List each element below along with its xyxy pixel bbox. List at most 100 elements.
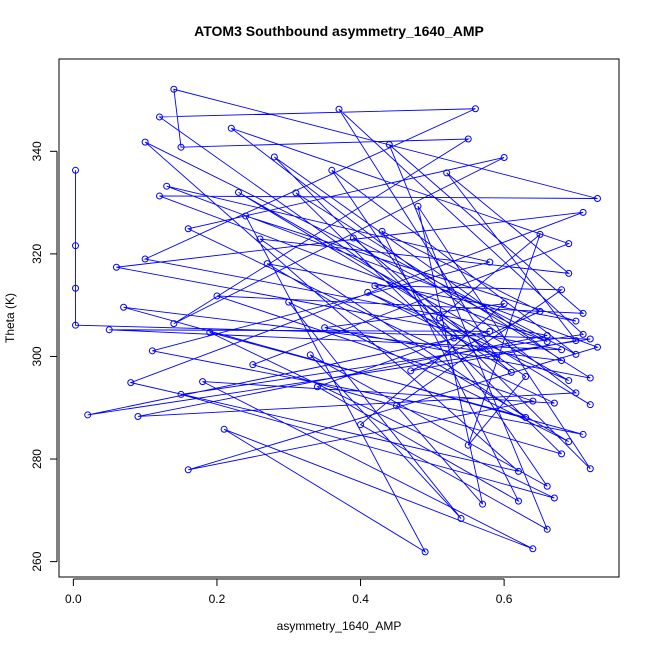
data-point bbox=[163, 182, 171, 190]
data-point bbox=[565, 377, 573, 385]
data-point bbox=[285, 298, 293, 306]
data-point bbox=[536, 307, 544, 315]
data-point bbox=[586, 401, 594, 409]
data-point bbox=[586, 465, 594, 473]
data-point bbox=[199, 378, 207, 386]
y-axis: 260 280 300 320 340 bbox=[30, 141, 58, 572]
data-point bbox=[565, 269, 573, 277]
data-point bbox=[127, 379, 135, 387]
plot-area bbox=[72, 85, 601, 556]
data-point bbox=[364, 288, 372, 296]
data-point bbox=[572, 389, 580, 397]
data-point bbox=[335, 105, 343, 113]
y-tick-label: 340 bbox=[30, 141, 44, 161]
data-point bbox=[385, 141, 393, 149]
data-point bbox=[227, 124, 235, 132]
y-tick-label: 300 bbox=[30, 346, 44, 366]
data-point bbox=[72, 242, 80, 250]
data-point bbox=[572, 317, 580, 325]
data-point bbox=[206, 328, 214, 336]
data-point bbox=[550, 494, 558, 502]
data-point bbox=[134, 412, 142, 420]
data-point bbox=[514, 497, 522, 505]
data-point bbox=[321, 324, 329, 332]
data-point bbox=[593, 195, 601, 202]
data-point bbox=[558, 450, 566, 458]
data-point bbox=[148, 347, 156, 355]
plot-frame bbox=[58, 58, 620, 578]
data-point bbox=[450, 334, 458, 342]
data-point bbox=[558, 286, 566, 294]
x-tick-label: 0.4 bbox=[352, 592, 369, 606]
data-point bbox=[313, 383, 321, 391]
data-point bbox=[392, 402, 400, 410]
data-point bbox=[500, 300, 508, 308]
data-point bbox=[112, 263, 120, 271]
x-axis-label: asymmetry_1640_AMP bbox=[277, 619, 402, 633]
data-point bbox=[263, 260, 271, 268]
data-point bbox=[507, 368, 515, 376]
data-point bbox=[579, 430, 587, 438]
data-point bbox=[421, 548, 429, 556]
x-axis: 0.0 0.2 0.4 0.6 bbox=[65, 578, 513, 606]
y-tick-label: 320 bbox=[30, 244, 44, 264]
data-point bbox=[493, 353, 501, 361]
x-tick-label: 0.2 bbox=[209, 592, 226, 606]
data-point bbox=[177, 390, 185, 398]
data-point bbox=[242, 212, 250, 220]
data-point bbox=[234, 188, 242, 196]
data-point bbox=[256, 235, 264, 243]
data-point bbox=[457, 515, 465, 523]
data-point bbox=[529, 397, 537, 405]
data-point bbox=[529, 545, 537, 553]
data-point bbox=[357, 421, 365, 429]
data-point bbox=[120, 303, 128, 311]
data-point bbox=[550, 399, 558, 407]
data-point bbox=[292, 189, 300, 197]
data-point bbox=[249, 361, 257, 369]
data-point bbox=[156, 192, 164, 200]
data-point bbox=[270, 153, 278, 161]
data-point bbox=[371, 282, 379, 290]
y-tick-label: 280 bbox=[30, 449, 44, 469]
data-point bbox=[349, 234, 357, 242]
data-point bbox=[72, 166, 80, 174]
data-point bbox=[220, 425, 228, 433]
data-point bbox=[184, 225, 192, 233]
data-point bbox=[486, 327, 494, 335]
data-point bbox=[464, 135, 472, 143]
data-point bbox=[306, 351, 314, 359]
data-point bbox=[579, 309, 587, 317]
data-point bbox=[579, 208, 587, 216]
x-tick-label: 0.0 bbox=[65, 592, 82, 606]
data-point bbox=[156, 113, 164, 121]
data-point bbox=[471, 105, 479, 113]
data-point bbox=[184, 466, 192, 474]
data-point bbox=[84, 411, 92, 419]
data-point bbox=[464, 441, 472, 449]
x-tick-label: 0.6 bbox=[496, 592, 513, 606]
data-point bbox=[586, 335, 594, 343]
data-point bbox=[558, 346, 566, 354]
data-point bbox=[443, 169, 451, 177]
y-tick-label: 260 bbox=[30, 551, 44, 571]
data-point bbox=[378, 227, 386, 235]
data-point bbox=[407, 367, 415, 375]
data-point bbox=[593, 343, 601, 351]
data-point bbox=[479, 500, 487, 508]
chart-title: ATOM3 Southbound asymmetry_1640_AMP bbox=[194, 23, 484, 39]
data-point bbox=[543, 525, 551, 533]
data-point bbox=[328, 166, 336, 174]
data-point bbox=[213, 292, 221, 300]
data-point bbox=[543, 482, 551, 490]
data-point bbox=[170, 320, 178, 328]
data-point bbox=[72, 321, 80, 329]
y-axis-label: Theta (K) bbox=[3, 293, 17, 343]
data-point bbox=[170, 85, 178, 93]
data-point bbox=[565, 240, 573, 248]
data-point bbox=[105, 326, 113, 334]
data-point bbox=[141, 255, 149, 263]
data-point bbox=[500, 153, 508, 161]
data-point bbox=[572, 337, 580, 345]
